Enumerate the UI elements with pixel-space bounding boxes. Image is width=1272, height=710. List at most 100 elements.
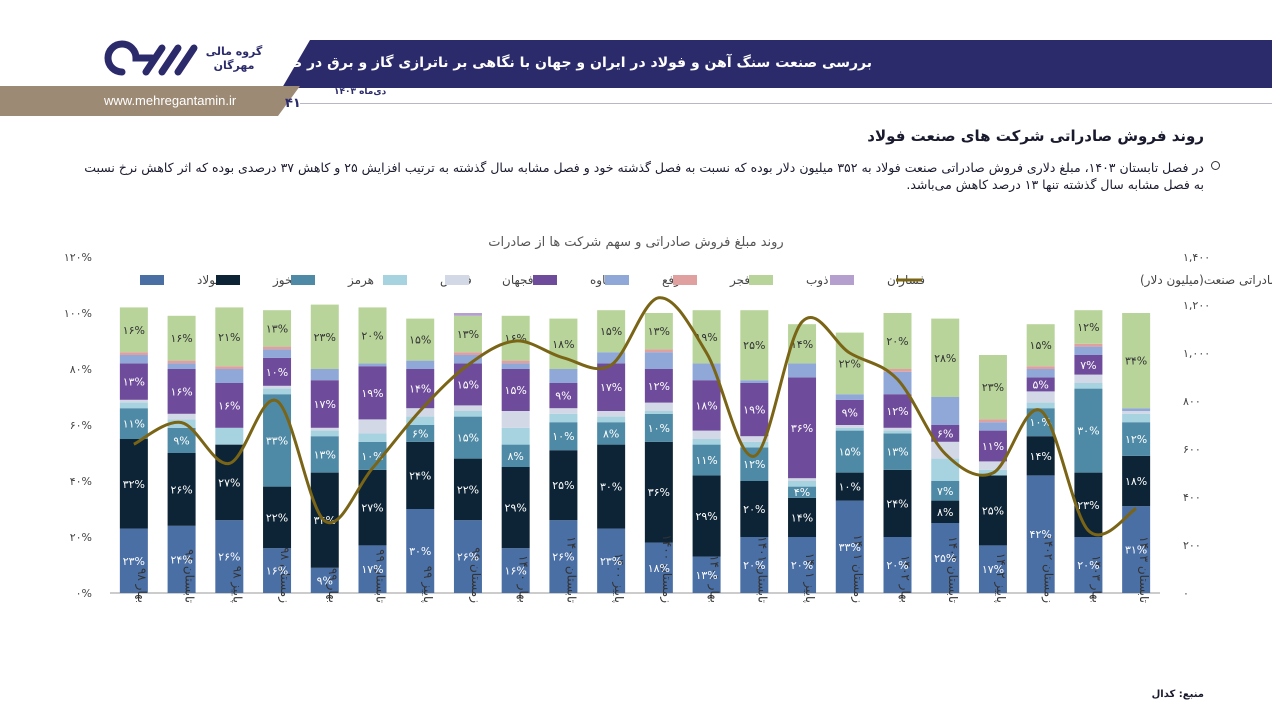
bar-data-label: ۹% (842, 406, 858, 419)
bar-segment (406, 360, 435, 369)
x-tick-label: زمستان ۱۴۰۱ (850, 534, 865, 603)
bar-data-label: ۱۵% (839, 446, 861, 459)
bar-segment (453, 520, 482, 593)
bar-segment (453, 352, 482, 355)
bar-segment (883, 433, 912, 470)
bar-segment (931, 441, 960, 459)
bar-segment (501, 315, 530, 361)
bar-data-label: ۱۳% (457, 328, 479, 341)
bar-segment (263, 486, 292, 549)
legend-swatch (445, 275, 469, 285)
header-band (282, 40, 1272, 88)
bar-data-label: ۱۳% (314, 448, 336, 461)
y-right-tick-label: ۱,۰۰۰ (1183, 347, 1210, 360)
legend-swatch (140, 275, 164, 285)
bar-segment (501, 444, 530, 467)
bar-segment (501, 369, 530, 411)
website-link[interactable]: www.mehregantamin.ir (104, 93, 237, 108)
bar-segment (788, 497, 817, 537)
x-tick-label: زمستان ۹۸ (277, 547, 292, 603)
bar-data-label: ۱۱% (123, 418, 145, 431)
bar-data-label: ۴% (794, 486, 810, 499)
bar-segment (263, 388, 292, 395)
bar-segment (692, 556, 721, 593)
bar-segment (215, 383, 244, 428)
bar-data-label: ۱۵% (457, 432, 479, 445)
legend-label: هرمز (347, 273, 374, 288)
bar-data-label: ۶% (937, 427, 953, 440)
bar-segment (978, 355, 1007, 420)
bar-segment (597, 528, 626, 593)
bar-data-label: ۲۳% (1077, 499, 1099, 512)
bar-data-label: ۲۰% (886, 559, 908, 572)
bar-data-label: ۱۲% (1077, 321, 1099, 334)
bar-segment (788, 537, 817, 593)
bar-data-label: ۱۶% (266, 565, 288, 578)
bar-segment (1074, 343, 1103, 347)
bar-segment (453, 315, 482, 353)
bar-data-label: ۲۶% (457, 551, 479, 564)
bar-segment (931, 458, 960, 481)
bar-data-label: ۳۰% (1077, 425, 1099, 438)
bar-segment (597, 363, 626, 411)
bar-data-label: ۷% (937, 485, 953, 498)
bar-segment (406, 509, 435, 593)
bar-data-label: ۲۶% (552, 551, 574, 564)
bar-segment (119, 402, 148, 409)
bar-data-label: ۲۵% (982, 504, 1004, 517)
x-tick-label: پاییز ۹۸ (229, 566, 244, 603)
bar-segment (549, 422, 578, 451)
bar-data-label: ۲۲% (457, 483, 479, 496)
bar-data-label: ۱۶% (218, 399, 240, 412)
legend-label: فجر (729, 273, 750, 288)
bar-data-label: ۱۶% (123, 324, 145, 337)
bar-segment (740, 310, 769, 381)
bar-segment (358, 366, 387, 420)
bar-segment (1122, 422, 1151, 456)
bar-segment (263, 394, 292, 487)
bar-segment (358, 545, 387, 593)
bar-segment (644, 542, 673, 593)
bar-data-label: ۱۸% (695, 399, 717, 412)
bar-segment (453, 355, 482, 364)
bar-segment (644, 352, 673, 369)
bar-segment (453, 405, 482, 411)
bar-data-label: ۱۲% (743, 458, 765, 471)
bar-segment (788, 486, 817, 498)
report-title: بررسی صنعت سنگ آهن و فولاد در ایران و جه… (219, 55, 872, 71)
bar-segment (406, 441, 435, 509)
y-left-tick-label: ۸۰% (70, 363, 92, 376)
bar-segment (1122, 413, 1151, 423)
bar-data-label: ۱۵% (457, 378, 479, 391)
bar-segment (167, 453, 196, 526)
bar-segment (1122, 408, 1151, 411)
bar-data-label: ۳۰% (409, 545, 431, 558)
bar-segment (883, 369, 912, 372)
bar-segment (119, 408, 148, 439)
y-left-tick-label: ۱۲۰% (64, 251, 92, 264)
y-left-tick-label: ۲۰% (70, 531, 92, 544)
bar-data-label: ۱۸% (1125, 475, 1147, 488)
bar-segment (263, 357, 292, 386)
bar-data-label: ۳۱% (1125, 544, 1147, 557)
bar-segment (310, 567, 339, 593)
x-tick-label: تابستان ۱۴۰۰ (564, 536, 578, 603)
bar-segment (167, 315, 196, 361)
bar-segment (644, 313, 673, 350)
bar-segment (119, 399, 148, 403)
report-date: دی‌ماه ۱۴۰۳ (334, 87, 387, 97)
bar-segment (597, 411, 626, 417)
bar-segment (358, 363, 387, 367)
bar-data-label: ۲۵% (552, 479, 574, 492)
bar-segment (406, 416, 435, 425)
y-left-tick-label: ۴۰% (70, 475, 92, 488)
x-tick-label: تابستان ۹۹ (374, 549, 388, 603)
bar-segment (1074, 374, 1103, 383)
bar-segment (597, 422, 626, 445)
bar-segment (501, 360, 530, 364)
bar-data-label: ۳۰% (600, 481, 622, 494)
bar-data-label: ۲۰% (791, 559, 813, 572)
bar-segment (883, 427, 912, 431)
bar-data-label: ۱۵% (409, 334, 431, 347)
bar-data-label: ۱۵% (600, 325, 622, 338)
